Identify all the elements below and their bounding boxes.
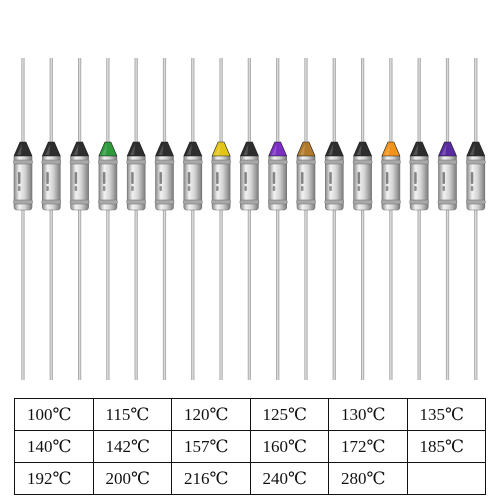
thermal-fuse: [154, 58, 175, 380]
fuse-cap: [409, 141, 429, 157]
fuse-cap: [41, 141, 61, 157]
thermal-fuse: [409, 58, 429, 380]
fuse-cap: [126, 141, 146, 157]
thermal-fuse: [466, 58, 486, 380]
fuse-cap: [324, 141, 344, 157]
fuse-cap: [98, 141, 118, 157]
thermal-fuses-photo: [13, 58, 486, 380]
thermal-fuse: [13, 58, 33, 380]
table-row: 140℃ 142℃ 157℃ 160℃ 172℃ 185℃: [14, 430, 486, 463]
fuse-cap: [353, 141, 373, 157]
fuse-cap: [296, 141, 316, 157]
fuse-cap: [438, 141, 457, 157]
thermal-fuse: [437, 58, 458, 380]
temperature-cell: 172℃: [328, 430, 408, 463]
temperature-cell: 140℃: [14, 430, 94, 463]
table-row: 192℃ 200℃ 216℃ 240℃ 280℃: [14, 462, 486, 495]
temperature-cell: 130℃: [328, 398, 408, 431]
thermal-fuse: [239, 58, 260, 380]
temperature-cell: 160℃: [249, 430, 329, 463]
temperature-cell: 200℃: [92, 462, 172, 495]
fuse-cap: [268, 141, 288, 157]
temperature-cell: 157℃: [171, 430, 251, 463]
table-row: 100℃ 115℃ 120℃ 125℃ 130℃ 135℃: [14, 398, 486, 431]
temperature-cell: 240℃: [249, 462, 329, 495]
fuse-cap: [239, 141, 259, 157]
thermal-fuse: [183, 58, 203, 380]
fuse-cap: [155, 141, 174, 157]
temperature-cell: 185℃: [406, 430, 486, 463]
temperature-cell: 216℃: [171, 462, 251, 495]
temperature-cell: 125℃: [249, 398, 329, 431]
thermal-fuse: [98, 58, 118, 380]
thermal-fuse: [267, 58, 288, 380]
temperature-cell: [406, 462, 486, 495]
fuse-cap: [466, 141, 486, 157]
thermal-fuse: [352, 58, 373, 380]
fuse-cap: [183, 141, 203, 157]
thermal-fuse: [69, 58, 90, 380]
temperature-cell: 135℃: [406, 398, 486, 431]
temperature-cell: 120℃: [171, 398, 251, 431]
temperature-rating-table: 100℃ 115℃ 120℃ 125℃ 130℃ 135℃ 140℃ 142℃ 157℃ 160℃…: [14, 398, 486, 495]
thermal-fuse: [296, 58, 316, 380]
fuse-cap: [70, 141, 90, 157]
fuse-cap: [211, 141, 231, 157]
thermal-fuse: [41, 58, 62, 380]
temperature-cell: 115℃: [92, 398, 172, 431]
temperature-cell: 192℃: [14, 462, 94, 495]
temperature-cell: 280℃: [328, 462, 408, 495]
fuse-cap: [13, 141, 33, 157]
temperature-cell: 100℃: [14, 398, 94, 431]
thermal-fuse: [126, 58, 146, 380]
temperature-cell: 142℃: [92, 430, 172, 463]
thermal-fuse: [324, 58, 345, 380]
fuse-cap: [381, 141, 401, 157]
thermal-fuse: [211, 58, 231, 380]
thermal-fuse: [381, 58, 401, 380]
